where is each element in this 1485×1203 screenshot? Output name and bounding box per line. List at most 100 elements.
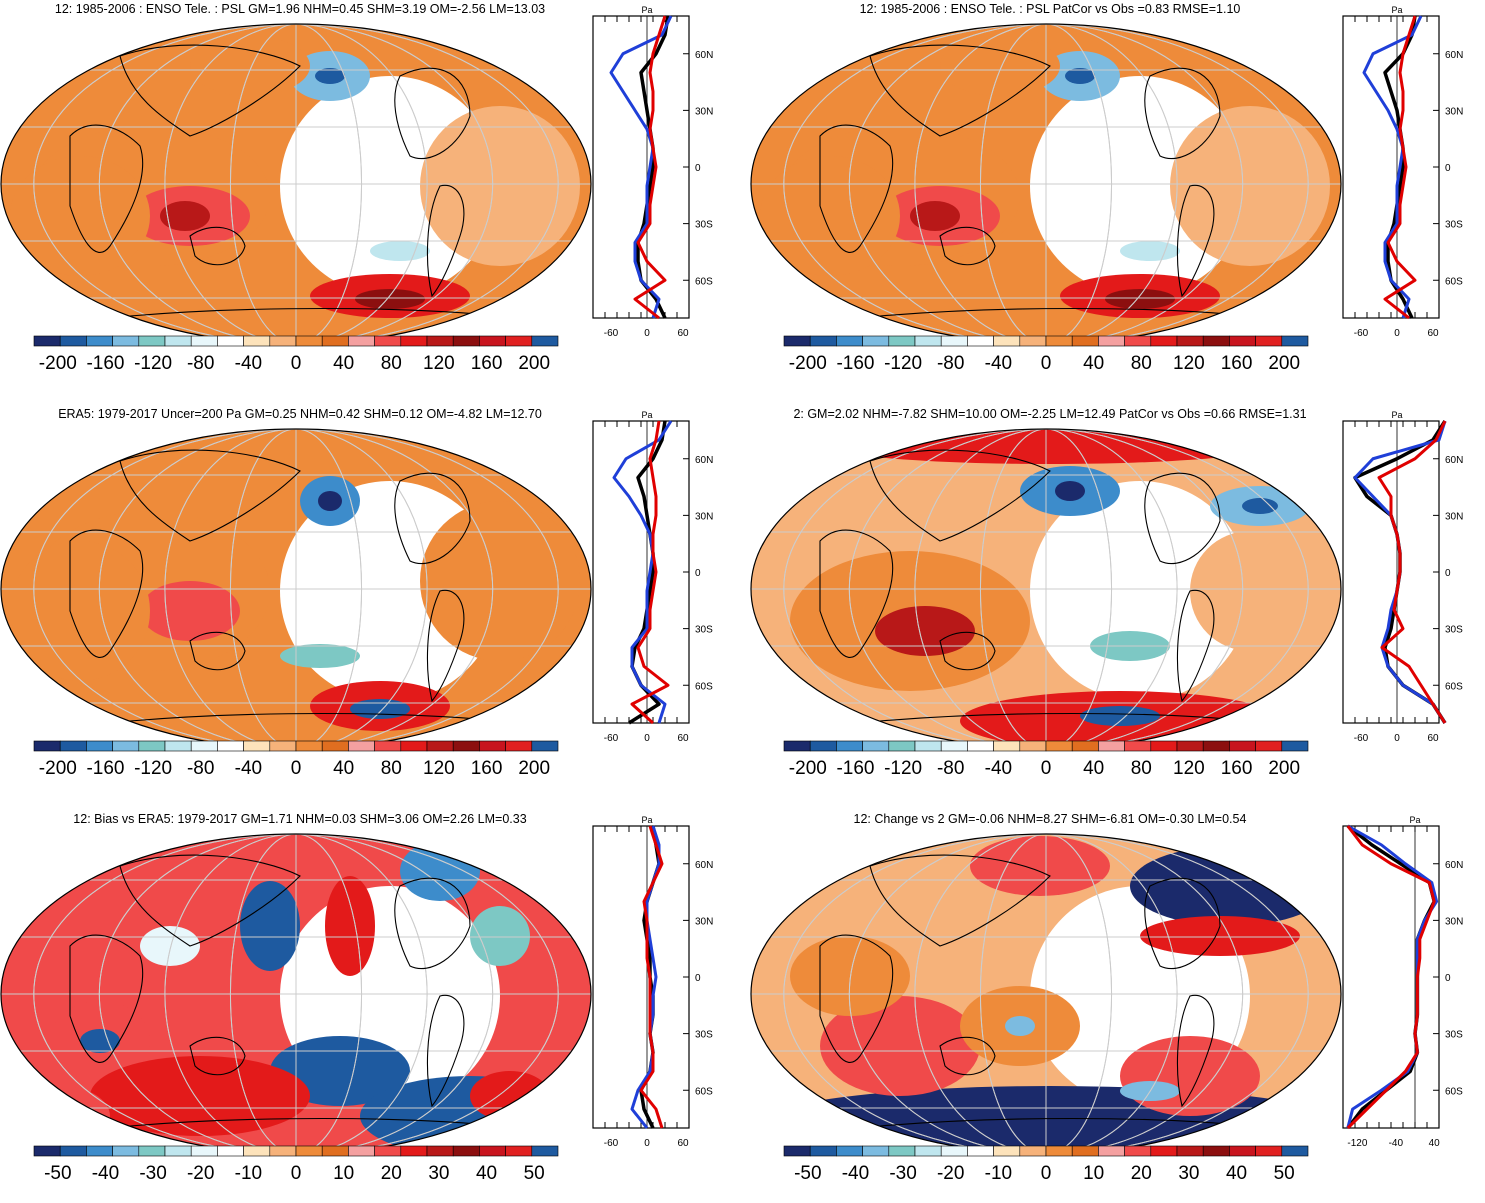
coastline [69, 529, 144, 658]
colorbar-swatch [1202, 740, 1230, 752]
colorbar-swatch [190, 740, 218, 752]
colorbar-tick-label: -40 [235, 758, 262, 779]
colorbar-swatch [967, 740, 994, 752]
colorbar-swatch [1202, 335, 1230, 347]
colorbar-swatch [59, 1145, 87, 1157]
robinson-map [750, 833, 1342, 1155]
colorbar-tick-label: -160 [836, 758, 874, 779]
latitude-label: 30N [695, 916, 713, 927]
colorbar-swatch [374, 1145, 402, 1157]
colorbar-swatch [1019, 335, 1047, 347]
colorbar-swatch [452, 335, 480, 347]
zonal-mean-plot: 60N 30N 0 30S 60S Pa -120 -40 40 [1342, 815, 1463, 1149]
colorbar-swatch [1229, 335, 1256, 347]
robinson-map [750, 23, 1342, 345]
zonal-x-tick-label: -60 [1354, 733, 1369, 744]
coastline [129, 307, 501, 317]
anomaly-contour [1120, 241, 1180, 261]
zonal-x-tick-label: -120 [1347, 1138, 1367, 1149]
zonal-mean-line [633, 15, 667, 320]
anomaly-contour [318, 491, 342, 511]
colorbar-tick-label: 50 [1274, 1163, 1295, 1184]
colorbar-swatch [836, 335, 863, 347]
anomaly-contour [1140, 916, 1300, 956]
zonal-mean-line [1383, 15, 1417, 319]
colorbar-swatch [426, 740, 454, 752]
zonal-mean-line [612, 420, 673, 724]
colorbar-swatch [1045, 335, 1073, 347]
colorbar-swatch [1281, 335, 1309, 347]
coastline [819, 529, 894, 658]
colorbar-swatch [1071, 1145, 1099, 1157]
colorbar-swatch [940, 740, 968, 752]
coastline [879, 712, 1251, 722]
colorbar-swatch [505, 1145, 533, 1157]
colorbar-swatch [86, 335, 113, 347]
colorbar-swatch [243, 1145, 271, 1157]
zonal-x-tick-label: 0 [1394, 328, 1400, 339]
colorbar-tick-label: 120 [1173, 353, 1205, 374]
colorbar-swatch [1202, 1145, 1230, 1157]
coastline [394, 877, 471, 970]
latitude-label: 30N [1445, 106, 1463, 117]
colorbar-swatch [269, 740, 297, 752]
coastline [1176, 589, 1215, 703]
zonal-x-tick-label: 60 [677, 733, 689, 744]
colorbar-swatch [1045, 740, 1073, 752]
colorbar-swatch [940, 335, 968, 347]
latitude-label: 30N [695, 106, 713, 117]
coastline [819, 934, 894, 1063]
colorbar-swatch [1176, 335, 1204, 347]
colorbar-swatch [138, 1145, 166, 1157]
robinson-map [0, 23, 592, 345]
colorbar-tick-label: 40 [333, 353, 354, 374]
colorbar-tick-label: -40 [92, 1163, 119, 1184]
zonal-x-tick-label: -40 [1389, 1138, 1404, 1149]
latitude-label: 30S [1445, 1030, 1463, 1041]
colorbar-swatch [321, 740, 349, 752]
latitude-label: 30N [1445, 511, 1463, 522]
coastline [939, 226, 996, 266]
colorbar-tick-label: 50 [524, 1163, 545, 1184]
anomaly-contour [350, 699, 410, 719]
anomaly-contour [360, 1076, 580, 1154]
colorbar-swatch [888, 1145, 916, 1157]
anomaly-contour [325, 876, 375, 976]
colorbar-swatch [33, 1145, 61, 1157]
zonal-x-tick-label: 40 [1429, 1138, 1441, 1149]
panel-5: 12: Bias vs ERA5: 1979-2017 GM=1.71 NHM=… [0, 810, 742, 1203]
coastline [189, 226, 246, 266]
colorbar-swatch [531, 335, 559, 347]
colorbar-tick-label: -40 [985, 758, 1012, 779]
colorbar-swatch [348, 1145, 375, 1157]
colorbar-tick-label: -80 [937, 758, 964, 779]
colorbar-tick-label: 200 [1268, 353, 1300, 374]
latitude-label: 60N [1445, 455, 1463, 466]
colorbar-swatch [479, 335, 506, 347]
colorbar-tick-label: 40 [1226, 1163, 1247, 1184]
colorbar-tick-label: -20 [187, 1163, 214, 1184]
coastline [1176, 184, 1215, 298]
colorbar-swatch [452, 740, 480, 752]
latitude-label: 60S [1445, 276, 1463, 287]
colorbar-swatch [1229, 740, 1256, 752]
colorbar-swatch [783, 335, 811, 347]
colorbar: -200 -160 -120 -80 -40 0 40 80 120 160 200 [783, 740, 1309, 779]
colorbar-swatch [138, 335, 166, 347]
latitude-label: 30N [1445, 916, 1463, 927]
colorbar: -50 -40 -30 -20 -10 0 10 20 30 40 50 [783, 1145, 1309, 1184]
colorbar-tick-label: -20 [937, 1163, 964, 1184]
colorbar-swatch [1255, 1145, 1283, 1157]
colorbar: -200 -160 -120 -80 -40 0 40 80 120 160 200 [783, 335, 1309, 374]
zonal-mean-line [1383, 15, 1417, 320]
latitude-label: 60S [695, 1086, 713, 1097]
unit-label: Pa [641, 5, 652, 15]
coastline [426, 589, 465, 703]
colorbar-swatch [295, 335, 323, 347]
latitude-label: 0 [695, 568, 701, 579]
colorbar-swatch [164, 1145, 192, 1157]
coastline [426, 994, 465, 1108]
zonal-mean-line [609, 15, 673, 319]
colorbar-swatch [967, 335, 994, 347]
anomaly-contour [140, 581, 240, 641]
